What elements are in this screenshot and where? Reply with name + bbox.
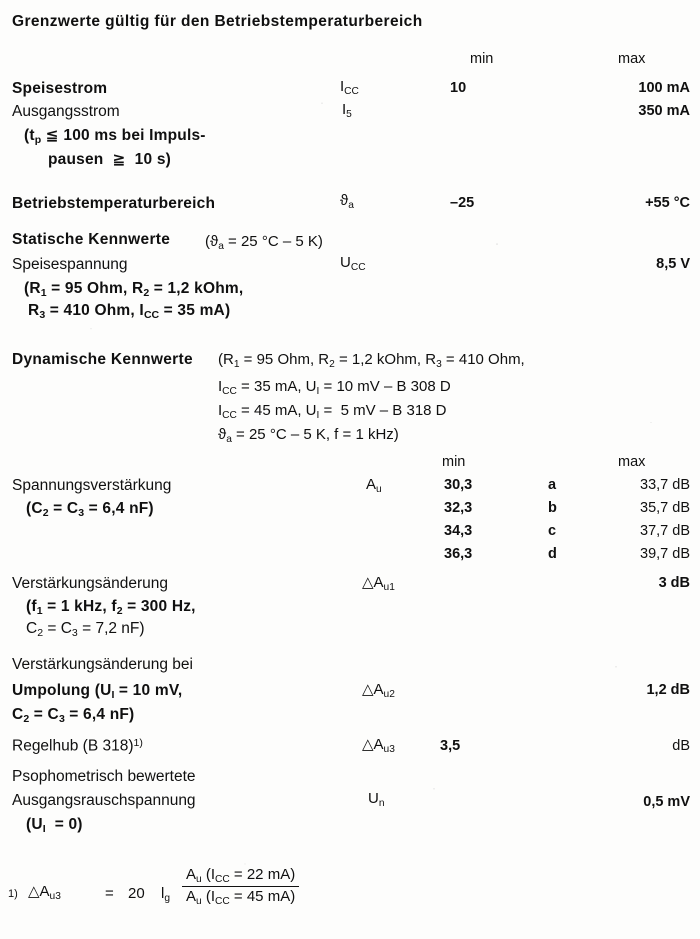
footnote-fraction: Au (ICC = 22 mA) Au (ICC = 45 mA) bbox=[182, 866, 300, 907]
value-au2-max: 1,2 dB bbox=[646, 682, 690, 698]
gain-row-min-1: 32,3 bbox=[444, 500, 473, 516]
symbol-au: Au bbox=[366, 476, 382, 495]
row-label-ausgangsrauschspannung: Ausgangsrauschspannung bbox=[12, 792, 196, 809]
value-au3-min: 3,5 bbox=[440, 738, 461, 754]
footnote-lhs: △Au3 bbox=[28, 883, 61, 902]
row-label-spannungsverstaerkung: Spannungsverstärkung bbox=[12, 477, 172, 494]
heading-dynamische-kennwerte: Dynamische Kennwerte bbox=[12, 351, 193, 368]
footnote-log: lg bbox=[161, 885, 171, 904]
symbol-ucc: UCC bbox=[340, 254, 366, 273]
symbol-delta-au1: △Au1 bbox=[362, 574, 395, 593]
row-label-speisespannung: Speisespannung bbox=[12, 256, 128, 273]
gain-max-header: max bbox=[618, 454, 646, 470]
symbol-i5: I5 bbox=[342, 101, 352, 120]
value-speisestrom-min: 10 bbox=[450, 80, 467, 96]
cond-dynamisch-line2: ICC = 35 mA, UI = 10 mV – B 308 D bbox=[218, 378, 451, 397]
cond-dynamisch-line1: (R1 = 95 Ohm, R2 = 1,2 kOhm, R3 = 410 Oh… bbox=[218, 351, 525, 370]
note-pulse-line1: (tp ≦ 100 ms bei Impuls- bbox=[24, 127, 206, 146]
note-au1-line1: (f1 = 1 kHz, f2 = 300 Hz, bbox=[26, 598, 196, 617]
gain-row-max-3: 39,7 dB bbox=[640, 546, 690, 562]
footnote-coefficient: 20 bbox=[128, 885, 145, 902]
value-un-max: 0,5 mV bbox=[643, 794, 690, 810]
row-label-speisestrom: Speisestrom bbox=[12, 80, 108, 97]
cond-statische-kennwerte: (ϑa = 25 °C – 5 K) bbox=[205, 233, 323, 252]
limits-min-header: min bbox=[470, 51, 494, 67]
gain-min-header: min bbox=[442, 454, 466, 470]
heading-statische-kennwerte: Statische Kennwerte bbox=[12, 231, 171, 248]
gain-row-min-3: 36,3 bbox=[444, 546, 473, 562]
row-label-verstaerkungsaenderung-1: Verstärkungsänderung bbox=[12, 575, 168, 592]
footnote-marker: 1) bbox=[8, 888, 18, 900]
page-title: Grenzwerte gültig für den Betriebstemper… bbox=[12, 13, 423, 30]
symbol-delta-au3: △Au3 bbox=[362, 736, 395, 755]
gain-row-max-2: 37,7 dB bbox=[640, 523, 690, 539]
note-pulse-line2: pausen ≧ 10 s) bbox=[48, 151, 172, 168]
value-ausgangsstrom-max: 350 mA bbox=[638, 103, 690, 119]
gain-row-variant-2: c bbox=[548, 523, 557, 539]
limits-max-header: max bbox=[618, 51, 646, 67]
symbol-delta-au2: △Au2 bbox=[362, 681, 395, 700]
gain-row-variant-1: b bbox=[548, 500, 557, 516]
symbol-un: Un bbox=[368, 790, 385, 809]
footnote-equals: = bbox=[105, 885, 114, 902]
footnote-denominator: Au (ICC = 45 mA) bbox=[182, 885, 300, 907]
value-speisestrom-max: 100 mA bbox=[638, 80, 690, 96]
note-au2-line: C2 = C3 = 6,4 nF) bbox=[12, 706, 135, 725]
value-au3-max: dB bbox=[672, 738, 690, 754]
row-label-ausgangsstrom: Ausgangsstrom bbox=[12, 103, 120, 120]
gain-row-variant-3: d bbox=[548, 546, 557, 562]
gain-row-max-0: 33,7 dB bbox=[640, 477, 690, 493]
row-label-umpolung: Umpolung (UI = 10 mV, bbox=[12, 682, 183, 701]
gain-row-min-0: 30,3 bbox=[444, 477, 473, 493]
gain-row-variant-0: a bbox=[548, 477, 557, 493]
cond-spannungsverstaerkung: (C2 = C3 = 6,4 nF) bbox=[26, 500, 154, 519]
value-speisespannung-max: 8,5 V bbox=[656, 256, 690, 272]
gain-row-max-1: 35,7 dB bbox=[640, 500, 690, 516]
row-label-psophometrisch: Psophometrisch bewertete bbox=[12, 768, 196, 785]
row-label-verstaerkungsaenderung-2: Verstärkungsänderung bei bbox=[12, 656, 193, 673]
value-temp-min: –25 bbox=[450, 195, 475, 211]
gain-row-min-2: 34,3 bbox=[444, 523, 473, 539]
note-au1-line2: C2 = C3 = 7,2 nF) bbox=[26, 620, 145, 639]
note-statisch-line1: (R1 = 95 Ohm, R2 = 1,2 kOhm, bbox=[24, 280, 244, 299]
value-au1-max: 3 dB bbox=[658, 575, 690, 591]
note-statisch-line2: R3 = 410 Ohm, ICC = 35 mA) bbox=[28, 302, 231, 321]
symbol-theta-a: ϑa bbox=[340, 192, 354, 211]
symbol-icc: ICC bbox=[340, 78, 359, 97]
footnote-numerator: Au (ICC = 22 mA) bbox=[186, 866, 296, 885]
row-label-regelhub: Regelhub (B 318)1) bbox=[12, 737, 143, 755]
cond-dynamisch-line4: ϑa = 25 °C – 5 K, f = 1 kHz) bbox=[218, 426, 399, 445]
row-label-betriebstemperaturbereich: Betriebstemperaturbereich bbox=[12, 195, 216, 212]
note-un-line: (UI = 0) bbox=[26, 816, 83, 835]
value-temp-max: +55 °C bbox=[645, 195, 690, 211]
cond-dynamisch-line3: ICC = 45 mA, UI = 5 mV – B 318 D bbox=[218, 402, 447, 421]
